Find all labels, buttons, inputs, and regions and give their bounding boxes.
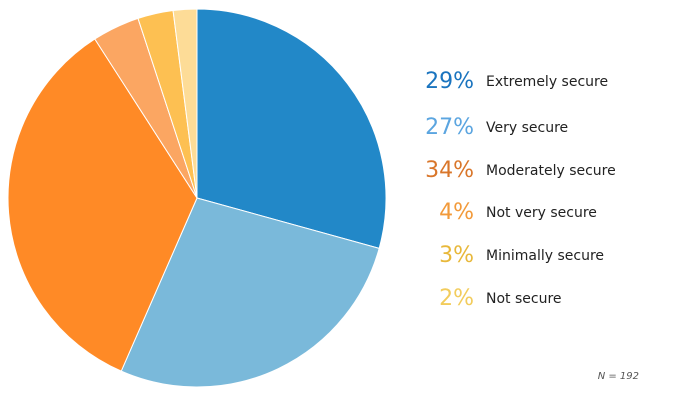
legend-percent: 34% (425, 158, 474, 183)
pie-slice-moderately-secure (7, 38, 198, 372)
legend-label: Minimally secure (486, 248, 605, 264)
legend-percent: 2% (439, 286, 474, 311)
legend-percent: 29% (425, 69, 474, 94)
pie-slice-extremely-secure (196, 8, 387, 249)
legend-percent: 3% (439, 243, 474, 268)
pie-slices (7, 8, 387, 388)
legend-label: Not very secure (486, 205, 597, 221)
legend-percent: 27% (425, 115, 474, 140)
sample-size-note: N = 192 (597, 371, 639, 382)
pie-slice-very-secure (120, 197, 380, 388)
legend-item-very-secure: 27% Very secure (418, 113, 568, 143)
legend-percent: 4% (439, 200, 474, 225)
legend-item-not-secure: 2% Not secure (418, 284, 562, 314)
legend-label: Extremely secure (486, 74, 609, 90)
pie-slice-not-secure (172, 8, 198, 199)
legend-item-minimally-secure: 3% Minimally secure (418, 241, 604, 271)
legend-item-not-very-secure: 4% Not very secure (418, 198, 597, 228)
legend-label: Very secure (486, 120, 569, 136)
legend-label: Moderately secure (486, 163, 616, 179)
legend-item-moderately-secure: 34% Moderately secure (418, 156, 616, 186)
legend-label: Not secure (486, 291, 562, 307)
legend-item-extremely-secure: 29% Extremely secure (418, 67, 608, 97)
